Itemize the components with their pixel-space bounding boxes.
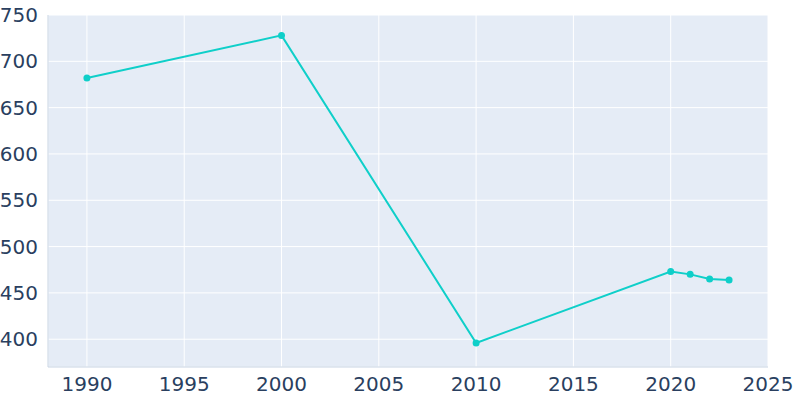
svg-text:2025: 2025 [743, 372, 792, 396]
svg-text:400: 400 [8, 327, 38, 351]
svg-text:2020: 2020 [645, 372, 696, 396]
svg-text:1990: 1990 [61, 372, 112, 396]
svg-text:550: 550 [8, 188, 38, 212]
svg-text:700: 700 [8, 49, 38, 73]
svg-text:600: 600 [8, 142, 38, 166]
svg-text:2000: 2000 [256, 372, 307, 396]
svg-text:1995: 1995 [159, 372, 210, 396]
svg-text:500: 500 [8, 235, 38, 259]
svg-text:2015: 2015 [548, 372, 599, 396]
svg-text:750: 750 [8, 3, 38, 27]
svg-text:450: 450 [8, 281, 38, 305]
svg-text:650: 650 [8, 96, 38, 120]
svg-text:2010: 2010 [451, 372, 502, 396]
svg-text:2005: 2005 [353, 372, 404, 396]
